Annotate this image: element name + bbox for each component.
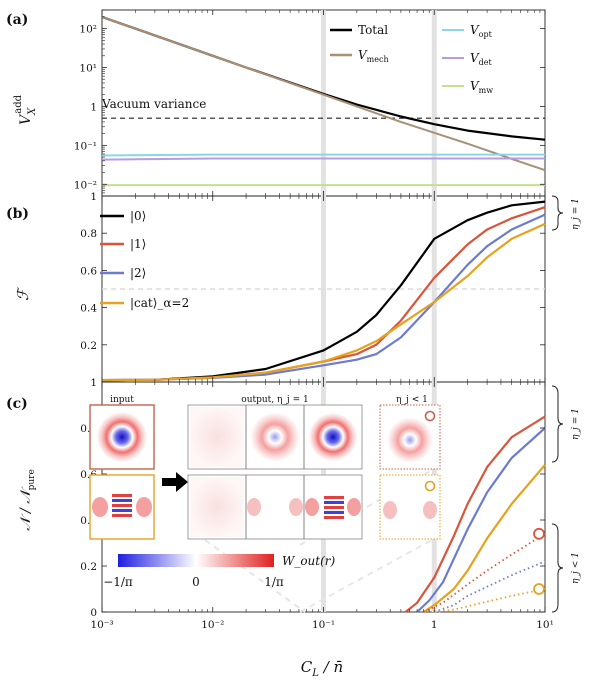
brace-c-bottom: η_j < 1 bbox=[551, 523, 581, 613]
legend-a: Total Vmech Vopt Vdet Vmw bbox=[330, 23, 493, 95]
xtick-label-2: 10⁻¹ bbox=[312, 619, 335, 631]
brace-b: η_j = 1 bbox=[551, 195, 581, 231]
ytick-label-0-2: 1 bbox=[90, 101, 97, 113]
ytick-label-1-5: 1 bbox=[90, 377, 97, 389]
legend-b-item-0: |0⟩ bbox=[130, 209, 146, 223]
ytick-label-0-0: 10² bbox=[79, 24, 97, 36]
series-2-3 bbox=[423, 533, 546, 613]
brace-c-top: η_j = 1 bbox=[551, 385, 581, 463]
colorbar bbox=[118, 554, 274, 567]
colorbar-label: W_out(r) bbox=[282, 554, 336, 568]
ylabel-c: 𝒩 / 𝒩pure bbox=[18, 469, 37, 531]
series-0-2 bbox=[101, 153, 545, 157]
vacuum-variance-label: Vacuum variance bbox=[101, 97, 206, 111]
panel-c-label: (c) bbox=[6, 396, 28, 412]
svg-text:VXadd: VXadd bbox=[13, 94, 38, 125]
series-0-3 bbox=[101, 157, 545, 161]
svg-text:Vopt: Vopt bbox=[470, 23, 493, 39]
svg-text:Vmw: Vmw bbox=[470, 79, 493, 95]
ytick-label-0-1: 10¹ bbox=[79, 63, 97, 75]
ytick-label-0-3: 10⁻¹ bbox=[74, 140, 97, 152]
series-2-1 bbox=[416, 427, 546, 613]
svg-text:η_j = 1: η_j = 1 bbox=[571, 198, 581, 230]
colorbar-tick-1: 0 bbox=[192, 575, 200, 589]
colorbar-tick-0: −1/π bbox=[103, 575, 133, 589]
xlabel: CL / n̄ bbox=[301, 658, 343, 679]
panel-a-label: (a) bbox=[6, 12, 28, 28]
wigner-inset: input output, η_j = 1 η_j < 1 bbox=[89, 395, 441, 589]
ytick-label-2-3: 0.2 bbox=[80, 561, 97, 573]
inset-input-label: input bbox=[110, 395, 134, 405]
svg-text:Vdet: Vdet bbox=[470, 51, 493, 67]
series-2-2 bbox=[422, 464, 546, 613]
ylabel-a: VXadd bbox=[13, 94, 38, 125]
colorbar-tick-2: 1/π bbox=[264, 575, 284, 589]
svg-text:𝒩 / 𝒩pure: 𝒩 / 𝒩pure bbox=[18, 469, 37, 531]
guide-c-2 bbox=[299, 539, 433, 613]
ytick-label-1-3: 0.4 bbox=[80, 303, 97, 315]
ytick-label-0-4: 10⁻² bbox=[74, 179, 97, 191]
endpoint-marker-1 bbox=[533, 583, 545, 595]
ytick-label-2-4: 0 bbox=[90, 607, 97, 619]
inset-eta-less-label: η_j < 1 bbox=[396, 395, 428, 405]
legend-b-item-2: |2⟩ bbox=[130, 266, 146, 280]
xtick-label-4: 10¹ bbox=[536, 619, 554, 631]
panel-b-label: (b) bbox=[6, 206, 29, 222]
series-0-1 bbox=[101, 15, 546, 172]
series-2-0 bbox=[404, 415, 546, 613]
svg-text:η_j = 1: η_j = 1 bbox=[571, 408, 581, 440]
legend-b-item-3: |cat⟩_α=2 bbox=[130, 296, 189, 310]
xtick-label-0: 10⁻³ bbox=[90, 619, 113, 631]
svg-text:Vmech: Vmech bbox=[358, 48, 389, 64]
svg-text:Total: Total bbox=[358, 23, 388, 37]
svg-text:η_j < 1: η_j < 1 bbox=[571, 552, 581, 584]
ytick-label-1-1: 0.8 bbox=[80, 228, 97, 240]
ytick-label-1-4: 0.2 bbox=[80, 340, 97, 352]
endpoint-marker-0 bbox=[533, 527, 545, 540]
cat-input bbox=[92, 494, 152, 517]
ytick-label-1-2: 0.6 bbox=[80, 265, 97, 277]
legend-b: |0⟩ |1⟩ |2⟩ |cat⟩_α=2 bbox=[100, 209, 189, 310]
ytick-label-1-0: 1 bbox=[90, 191, 97, 203]
xtick-label-1: 10⁻² bbox=[201, 619, 224, 631]
inset-output-label: output, η_j = 1 bbox=[241, 395, 308, 405]
guide-c-0 bbox=[204, 539, 306, 613]
series-2-4 bbox=[433, 560, 546, 613]
legend-b-item-1: |1⟩ bbox=[130, 237, 146, 251]
ylabel-b: ℱ bbox=[14, 286, 32, 301]
xtick-label-3: 1 bbox=[431, 619, 438, 631]
